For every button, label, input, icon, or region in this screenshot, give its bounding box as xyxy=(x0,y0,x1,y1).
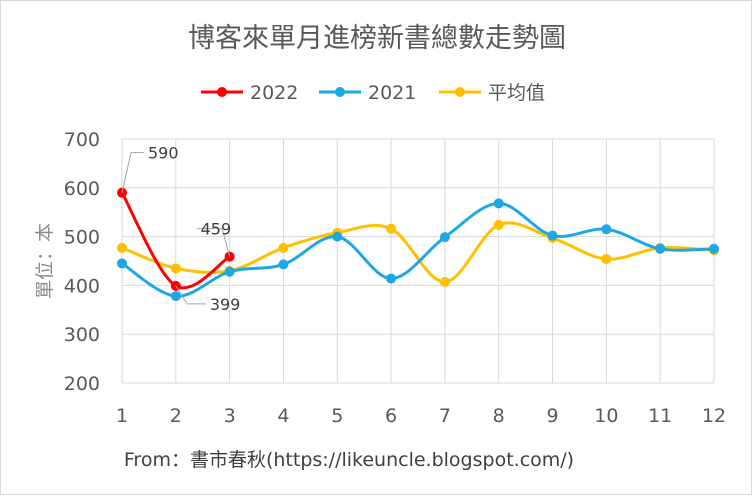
series-group xyxy=(117,187,719,302)
y-tick-label: 200 xyxy=(64,373,100,395)
x-axis-ticks: 1 2 3 4 5 6 7 8 9 10 11 12 xyxy=(116,405,726,427)
y-tick-label: 600 xyxy=(64,178,100,200)
x-tick-label: 8 xyxy=(493,405,505,427)
data-point xyxy=(439,232,450,243)
legend-marker xyxy=(335,87,345,97)
x-tick-label: 7 xyxy=(439,405,451,427)
data-label-leader xyxy=(175,285,206,305)
x-tick-label: 6 xyxy=(385,405,397,427)
data-point xyxy=(170,291,181,302)
data-point xyxy=(601,224,612,235)
x-tick-label: 12 xyxy=(702,405,726,427)
data-point xyxy=(655,243,666,254)
x-tick-label: 10 xyxy=(594,405,618,427)
data-label-leader xyxy=(196,228,231,257)
data-point xyxy=(709,243,719,254)
y-tick-label: 300 xyxy=(64,324,100,346)
data-point xyxy=(439,276,450,287)
legend-marker xyxy=(455,87,465,97)
legend-marker xyxy=(217,87,227,97)
y-tick-label: 500 xyxy=(64,227,100,249)
data-point xyxy=(278,242,289,253)
data-point xyxy=(170,263,181,274)
legend-label: 2021 xyxy=(368,82,416,104)
x-tick-label: 4 xyxy=(277,405,289,427)
data-point xyxy=(547,230,558,241)
y-axis-label: 單位：本 xyxy=(34,223,56,299)
data-point xyxy=(601,254,612,265)
data-point xyxy=(386,223,397,234)
data-point xyxy=(224,266,235,277)
series-line xyxy=(120,201,716,298)
chart-legend: 2022 2021 平均值 xyxy=(201,82,545,104)
x-tick-label: 5 xyxy=(331,405,343,427)
legend-label: 平均值 xyxy=(488,82,545,104)
source-footer: From：書市春秋(https://likeuncle.blogspot.com… xyxy=(124,449,574,471)
data-point xyxy=(117,242,127,253)
x-tick-label: 11 xyxy=(648,405,672,427)
y-axis-ticks: 200 300 400 500 600 700 xyxy=(64,129,100,395)
y-tick-label: 700 xyxy=(64,129,100,151)
data-point xyxy=(332,231,343,242)
x-tick-label: 2 xyxy=(170,405,182,427)
x-tick-label: 9 xyxy=(546,405,558,427)
data-point xyxy=(117,258,127,269)
data-label: 459 xyxy=(201,220,232,239)
data-label: 590 xyxy=(148,144,179,163)
y-tick-label: 400 xyxy=(64,275,100,297)
data-label-leader xyxy=(121,152,144,193)
legend-label: 2022 xyxy=(250,82,298,104)
data-point xyxy=(278,259,289,270)
data-point xyxy=(493,198,504,209)
chart-title: 博客來單月進榜新書總數走勢圖 xyxy=(188,23,566,54)
x-tick-label: 3 xyxy=(224,405,236,427)
x-tick-label: 1 xyxy=(116,405,128,427)
data-point xyxy=(493,219,504,230)
data-label: 399 xyxy=(210,295,241,314)
data-point xyxy=(386,273,397,284)
data-labels: 590 399 459 xyxy=(121,144,241,314)
